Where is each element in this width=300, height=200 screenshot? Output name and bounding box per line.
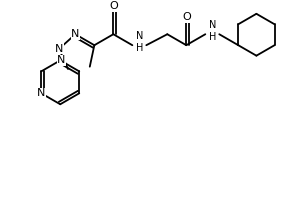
Text: N: N (57, 55, 65, 65)
Text: O: O (109, 1, 118, 11)
Text: N
H: N H (136, 31, 143, 53)
Text: N: N (37, 88, 45, 98)
Text: N: N (55, 44, 63, 54)
Text: O: O (182, 12, 191, 22)
Text: N: N (71, 29, 80, 39)
Text: N
H: N H (208, 20, 216, 42)
